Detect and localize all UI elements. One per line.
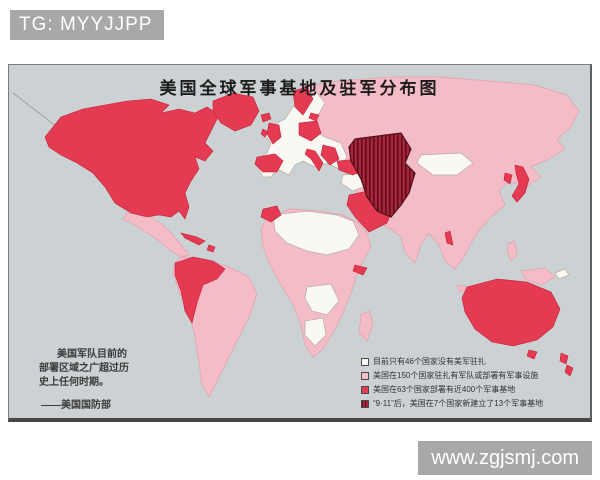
region-baltic bbox=[308, 112, 320, 122]
world-map bbox=[12, 76, 580, 398]
region-caribbean-island bbox=[206, 244, 216, 253]
quote-line-2: 部署区域之广超过历 bbox=[39, 363, 129, 374]
region-ireland bbox=[260, 128, 269, 138]
map-legend: 目前只有46个国家没有美军驻扎 美国在150个国家驻扎有军队或部署有军事设施 美… bbox=[361, 355, 543, 411]
region-north-america bbox=[44, 98, 220, 220]
quote-line-1: 美国军队目前的 bbox=[57, 349, 127, 360]
legend-swatch-bases-icon bbox=[361, 385, 369, 394]
legend-item-new-911-bases: “9·11”后，美国在7个国家新建立了13个军事基地 bbox=[361, 397, 543, 410]
region-japan bbox=[511, 164, 530, 203]
quote-block: 美国军队目前的 部署区域之广超过历 史上任何时期。 ——美国国防部 bbox=[39, 348, 143, 413]
region-malay-peninsula bbox=[444, 230, 454, 246]
region-north-africa-white bbox=[272, 210, 360, 256]
region-central-asia-911 bbox=[348, 132, 416, 218]
region-tasmania bbox=[526, 349, 538, 360]
region-cuba-caribbean bbox=[180, 232, 206, 246]
region-horn-of-africa bbox=[352, 264, 368, 276]
map-title: 美国全球军事基地及驻军分布图 bbox=[159, 79, 440, 98]
region-central-europe bbox=[298, 120, 322, 142]
regions-bases-group bbox=[44, 86, 574, 377]
region-morocco bbox=[260, 205, 282, 223]
legend-label: 美国在63个国家部署有近400个军事基地 bbox=[373, 385, 516, 394]
legend-label: 美国在150个国家驻扎有军队或部署有军事设施 bbox=[373, 371, 539, 380]
legend-swatch-new911-icon bbox=[361, 399, 369, 408]
legend-swatch-troops-icon bbox=[361, 371, 369, 380]
telegram-watermark-text: TG: MYYJJPP bbox=[19, 14, 153, 35]
region-namibia bbox=[304, 317, 327, 347]
region-new-guinea bbox=[520, 267, 556, 286]
region-congo bbox=[304, 283, 340, 316]
region-madagascar bbox=[358, 310, 374, 342]
region-mexico-central-america bbox=[122, 212, 190, 258]
region-andes-red-strip bbox=[174, 256, 226, 324]
telegram-watermark-tag: TG: MYYJJPP bbox=[10, 10, 165, 40]
region-iberia bbox=[254, 153, 284, 173]
region-mongolia bbox=[416, 152, 474, 176]
legend-label: “9·11”后，美国在7个国家新建立了13个军事基地 bbox=[373, 399, 544, 408]
region-new-zealand-north bbox=[559, 352, 569, 365]
region-south-korea bbox=[503, 172, 513, 185]
legend-label: 目前只有46个国家没有美军驻扎 bbox=[373, 357, 486, 366]
region-australia bbox=[461, 278, 561, 347]
legend-item-troops: 美国在150个国家驻扎有军队或部署有军事设施 bbox=[361, 369, 543, 382]
legend-item-no-troops: 目前只有46个国家没有美军驻扎 bbox=[361, 355, 543, 368]
region-balkans bbox=[320, 144, 340, 166]
region-norway bbox=[292, 86, 314, 116]
region-iceland bbox=[260, 112, 272, 123]
region-philippines bbox=[506, 240, 518, 262]
quote-line-3: 史上任何时期。 bbox=[39, 377, 109, 388]
region-italy bbox=[304, 148, 324, 172]
legend-item-bases: 美国在63个国家部署有近400个军事基地 bbox=[361, 383, 543, 396]
region-greenland bbox=[212, 92, 260, 132]
region-new-zealand-south bbox=[564, 364, 574, 377]
world-map-panel: 美国全球军事基地及驻军分布图 bbox=[8, 64, 592, 422]
region-new-caledonia bbox=[554, 268, 570, 280]
site-watermark: www.zgjsmj.com bbox=[418, 441, 592, 475]
legend-swatch-none-icon bbox=[361, 357, 369, 366]
site-watermark-text: www.zgjsmj.com bbox=[431, 446, 579, 469]
quote-attribution: ——美国国防部 bbox=[41, 400, 111, 411]
